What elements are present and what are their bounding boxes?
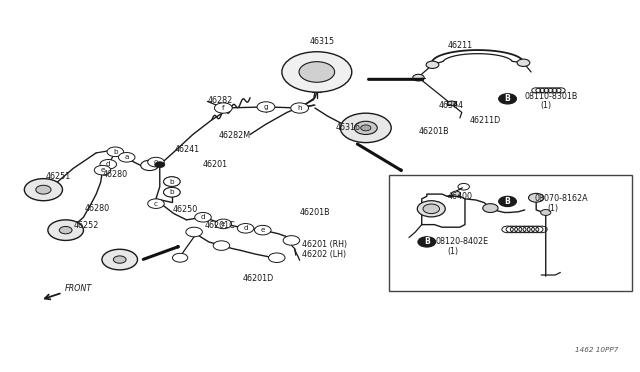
Text: g: g: [264, 104, 268, 110]
Circle shape: [413, 74, 424, 81]
Circle shape: [173, 253, 188, 262]
Circle shape: [355, 121, 377, 135]
Circle shape: [215, 219, 232, 229]
Circle shape: [299, 62, 335, 82]
Text: b: b: [170, 189, 174, 195]
Circle shape: [361, 125, 371, 131]
Text: 46201: 46201: [203, 160, 228, 169]
Circle shape: [94, 166, 111, 175]
Text: B: B: [505, 197, 511, 206]
Text: 46211: 46211: [447, 41, 472, 50]
Text: 46282: 46282: [207, 96, 233, 105]
Circle shape: [195, 212, 211, 222]
Text: 1462 10PP7: 1462 10PP7: [575, 347, 619, 353]
Text: 46400: 46400: [447, 192, 472, 201]
Text: B: B: [424, 237, 429, 246]
Circle shape: [269, 253, 285, 263]
Circle shape: [164, 177, 180, 186]
Text: 46241: 46241: [175, 145, 200, 154]
Circle shape: [448, 101, 456, 105]
Text: (1): (1): [541, 101, 552, 110]
Circle shape: [107, 147, 124, 157]
Circle shape: [141, 160, 159, 170]
Text: 46211D: 46211D: [469, 116, 500, 125]
Circle shape: [499, 94, 516, 104]
Circle shape: [255, 225, 271, 235]
Circle shape: [340, 113, 391, 142]
Circle shape: [164, 177, 180, 186]
Text: 46201B: 46201B: [419, 127, 449, 136]
Text: 46202 (LH): 46202 (LH): [302, 250, 346, 259]
Text: (1): (1): [447, 247, 458, 256]
Circle shape: [24, 179, 63, 201]
Text: c: c: [154, 201, 158, 207]
Text: 08070-8162A: 08070-8162A: [535, 195, 589, 203]
Circle shape: [118, 153, 135, 162]
Text: 46252: 46252: [74, 221, 99, 230]
Circle shape: [148, 199, 164, 208]
Circle shape: [186, 227, 202, 237]
Text: e: e: [221, 221, 226, 227]
Text: d: d: [201, 214, 205, 220]
Text: o: o: [154, 159, 158, 165]
Text: 46250: 46250: [173, 205, 198, 214]
Circle shape: [529, 193, 544, 202]
Circle shape: [291, 103, 308, 113]
Circle shape: [102, 249, 138, 270]
Circle shape: [237, 224, 254, 233]
Circle shape: [417, 201, 445, 217]
Text: 46201D: 46201D: [243, 274, 274, 283]
Circle shape: [517, 59, 530, 67]
Circle shape: [452, 191, 461, 196]
Circle shape: [483, 203, 498, 212]
Text: FRONT: FRONT: [65, 285, 92, 294]
Text: B: B: [505, 94, 511, 103]
Circle shape: [60, 227, 72, 234]
Circle shape: [36, 185, 51, 194]
Circle shape: [282, 52, 352, 92]
Circle shape: [48, 220, 83, 240]
Text: 46280: 46280: [84, 204, 110, 213]
Text: b: b: [113, 149, 118, 155]
Text: a: a: [125, 154, 129, 160]
Circle shape: [164, 187, 180, 197]
Circle shape: [423, 204, 440, 214]
Text: 46201B: 46201B: [300, 208, 330, 217]
Circle shape: [214, 103, 232, 113]
Circle shape: [155, 162, 165, 168]
FancyBboxPatch shape: [388, 175, 632, 291]
Text: e: e: [260, 227, 265, 233]
Circle shape: [100, 160, 116, 169]
Text: h: h: [298, 105, 302, 111]
Text: 46315: 46315: [309, 37, 334, 46]
Circle shape: [113, 256, 126, 263]
Text: 46251: 46251: [45, 172, 70, 181]
Text: 46201 (RH): 46201 (RH): [302, 240, 348, 249]
Text: f: f: [222, 105, 225, 111]
Text: d: d: [106, 161, 111, 167]
Circle shape: [148, 157, 164, 167]
Circle shape: [257, 102, 275, 112]
Text: 46364: 46364: [439, 101, 464, 110]
Text: d: d: [243, 225, 248, 231]
Circle shape: [426, 61, 439, 68]
Circle shape: [541, 209, 551, 215]
Text: e: e: [100, 167, 105, 173]
Text: 08120-8402E: 08120-8402E: [436, 237, 489, 246]
Text: 46282M: 46282M: [218, 131, 250, 140]
Text: 46201C: 46201C: [204, 221, 235, 230]
Circle shape: [213, 241, 230, 250]
Circle shape: [418, 237, 436, 247]
Text: 46316: 46316: [335, 124, 360, 132]
Text: (1): (1): [548, 203, 559, 212]
Text: 08110-8301B: 08110-8301B: [525, 93, 578, 102]
Text: b: b: [170, 179, 174, 185]
Circle shape: [283, 235, 300, 245]
Text: 46280: 46280: [102, 170, 127, 179]
Circle shape: [164, 187, 180, 197]
Circle shape: [499, 196, 516, 206]
